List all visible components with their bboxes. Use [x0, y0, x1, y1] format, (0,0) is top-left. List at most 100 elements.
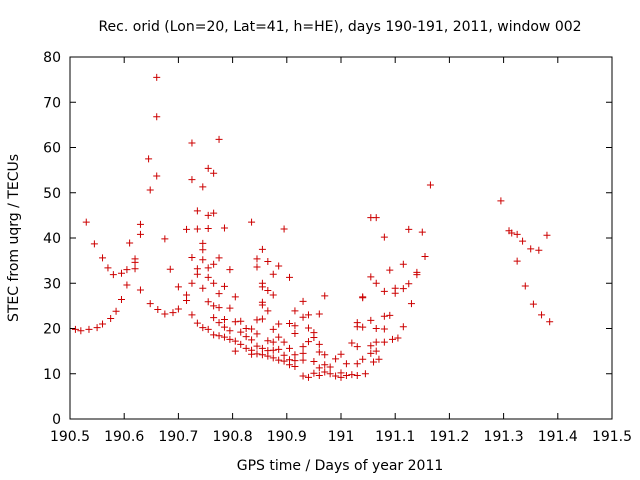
data-point	[253, 316, 261, 324]
data-point	[248, 218, 256, 226]
data-point	[248, 325, 256, 333]
data-point	[353, 372, 361, 380]
data-point	[123, 266, 131, 274]
data-point	[153, 73, 161, 81]
data-point	[220, 224, 228, 232]
data-point	[204, 264, 212, 272]
data-point	[199, 324, 207, 332]
data-point	[275, 345, 283, 353]
data-point	[146, 300, 154, 308]
data-point	[199, 246, 207, 254]
data-point	[204, 164, 212, 172]
y-tick-label: 50	[43, 186, 61, 202]
data-point	[226, 327, 234, 335]
data-point	[291, 357, 299, 365]
data-point	[123, 281, 131, 289]
data-point	[353, 343, 361, 351]
data-point	[183, 296, 191, 304]
data-point	[342, 360, 350, 368]
x-tick-label: 191.1	[375, 429, 415, 445]
data-point	[166, 265, 174, 273]
data-point	[193, 319, 201, 327]
data-point	[136, 220, 144, 228]
data-point	[291, 363, 299, 371]
data-point	[529, 300, 537, 308]
data-point	[299, 313, 307, 321]
data-point	[538, 311, 546, 319]
data-point	[188, 279, 196, 287]
data-point	[367, 316, 375, 324]
data-point	[391, 289, 399, 297]
data-point	[388, 335, 396, 343]
data-point	[413, 271, 421, 279]
data-point	[145, 155, 153, 163]
data-point	[253, 350, 261, 358]
data-point	[405, 280, 413, 288]
data-point	[199, 239, 207, 247]
data-point	[275, 262, 283, 270]
data-point	[188, 253, 196, 261]
data-points	[71, 73, 554, 381]
data-point	[342, 372, 350, 380]
data-point	[321, 361, 329, 369]
data-point	[304, 338, 312, 346]
data-point	[117, 269, 125, 277]
data-point	[380, 312, 388, 320]
data-point	[237, 328, 245, 336]
x-tick-label: 190.8	[213, 429, 253, 445]
data-point	[399, 285, 407, 293]
data-point	[258, 351, 266, 359]
data-point	[280, 338, 288, 346]
data-point	[299, 343, 307, 351]
data-point	[286, 273, 294, 281]
data-point	[361, 370, 369, 378]
data-point	[299, 372, 307, 380]
data-point	[258, 245, 266, 253]
data-point	[188, 139, 196, 147]
data-point	[359, 294, 367, 302]
data-point	[237, 340, 245, 348]
data-point	[136, 230, 144, 238]
data-point	[220, 333, 228, 341]
data-point	[399, 323, 407, 331]
data-point	[204, 273, 212, 281]
data-point	[543, 231, 551, 239]
data-point	[367, 349, 375, 357]
data-point	[332, 372, 340, 380]
x-tick-label: 191.4	[538, 429, 578, 445]
data-point	[315, 372, 323, 380]
data-point	[375, 355, 383, 363]
data-point	[77, 327, 85, 335]
data-point	[280, 225, 288, 233]
data-point	[174, 305, 182, 313]
data-point	[258, 283, 266, 291]
data-point	[304, 324, 312, 332]
data-point	[131, 258, 139, 266]
data-point	[386, 266, 394, 274]
x-axis: 190.5 190.6 190.7 190.8 190.9 191 191.1 191.2 19…	[50, 57, 632, 445]
data-point	[136, 286, 144, 294]
y-axis-label: STEC from uqrg / TECUs	[6, 154, 22, 322]
data-point	[210, 331, 218, 339]
data-point	[426, 181, 434, 189]
data-point	[310, 334, 318, 342]
data-point	[519, 237, 527, 245]
data-point	[372, 338, 380, 346]
y-tick-label: 10	[43, 367, 61, 383]
data-point	[348, 339, 356, 347]
data-point	[310, 358, 318, 366]
data-point	[215, 290, 223, 298]
data-point	[242, 344, 250, 352]
data-point	[359, 323, 367, 331]
data-point	[380, 233, 388, 241]
data-point	[258, 344, 266, 352]
data-point	[71, 325, 79, 333]
data-point	[117, 296, 125, 304]
data-point	[109, 271, 117, 279]
data-point	[153, 113, 161, 121]
data-point	[242, 333, 250, 341]
data-point	[399, 260, 407, 268]
data-point	[215, 304, 223, 312]
data-point	[269, 354, 277, 362]
data-point	[535, 246, 543, 254]
